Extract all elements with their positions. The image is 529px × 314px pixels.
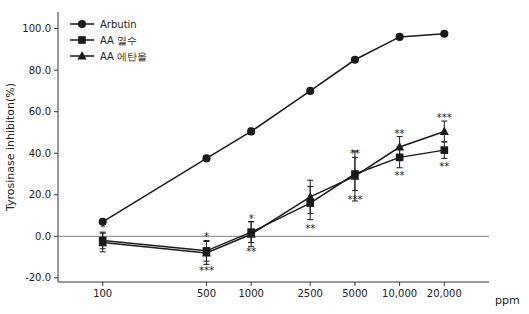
x-tick [399,282,400,286]
annotation: ** [395,170,405,181]
y-axis-line [58,12,59,282]
series-line [103,34,445,222]
y-tick-label: 80.0 [29,65,51,76]
series-line [103,150,445,251]
point [351,56,359,64]
y-tick-label: 0.0 [35,231,51,242]
annotation: *** [199,265,214,276]
point [440,126,449,135]
annotation: ** [395,128,405,139]
legend-marker [78,51,87,60]
x-axis-label: ppm [495,294,520,307]
x-tick-label: 5000 [342,288,367,299]
y-tick [54,194,58,195]
x-tick-label: 2500 [298,288,323,299]
annotation: * [249,213,254,224]
point [306,192,315,201]
plot-area [58,30,489,265]
x-tick [206,282,207,286]
legend-label: AA 열수 [100,35,137,46]
series [98,121,449,264]
point [247,127,255,135]
point [440,146,448,154]
series [99,142,448,261]
x-tick-label: 1000 [238,288,263,299]
point [202,248,211,257]
y-tick [54,277,58,278]
y-tick [54,111,58,112]
annotation: *** [347,194,362,205]
x-tick-label: 100 [93,288,112,299]
y-tick-label: 60.0 [29,106,51,117]
x-tick-label: 10,000 [382,288,417,299]
y-tick-label: 100.0 [22,23,51,34]
point [202,154,210,162]
legend-marker [78,20,86,28]
legend: Arbutin AA 열수 AA 에탄올 [70,19,147,62]
legend-marker [78,36,86,44]
annotation: ** [439,161,449,172]
point [98,238,107,247]
annotation: *** [437,112,452,123]
series-line [103,131,445,253]
error-bar [441,142,447,159]
y-axis-label: Tyrosinase inhibiton(%) [4,83,17,212]
y-tick-label: -20.0 [25,272,51,283]
chart: -20.0 0.0 20.0 40.0 60.0 80.0 100.0 100 500 1000 2… [0,0,529,314]
point [350,171,359,180]
y-tick [54,28,58,29]
x-tick [102,282,103,286]
legend-label: AA 에탄올 [100,51,147,62]
y-tick [54,70,58,71]
reference-line [58,236,489,237]
x-tick-label: 500 [197,288,216,299]
annotation: ** [246,246,256,257]
y-tick-label: 40.0 [29,148,51,159]
point [396,33,404,41]
legend-label: Arbutin [100,19,137,30]
annotation: * [100,222,105,233]
x-tick [251,282,252,286]
annotation: * [204,231,209,242]
background [0,0,529,314]
x-axis-line [58,282,489,283]
x-tick [444,282,445,286]
x-tick-label: 20,000 [427,288,462,299]
annotation: ** [305,223,315,234]
x-tick [354,282,355,286]
point [440,30,448,38]
point [247,229,256,238]
y-tick [54,236,58,237]
annotation: ** [350,148,360,159]
y-tick [54,153,58,154]
series [99,30,449,226]
x-tick [310,282,311,286]
y-tick-label: 20.0 [29,189,51,200]
point [306,87,314,95]
point [395,142,404,151]
